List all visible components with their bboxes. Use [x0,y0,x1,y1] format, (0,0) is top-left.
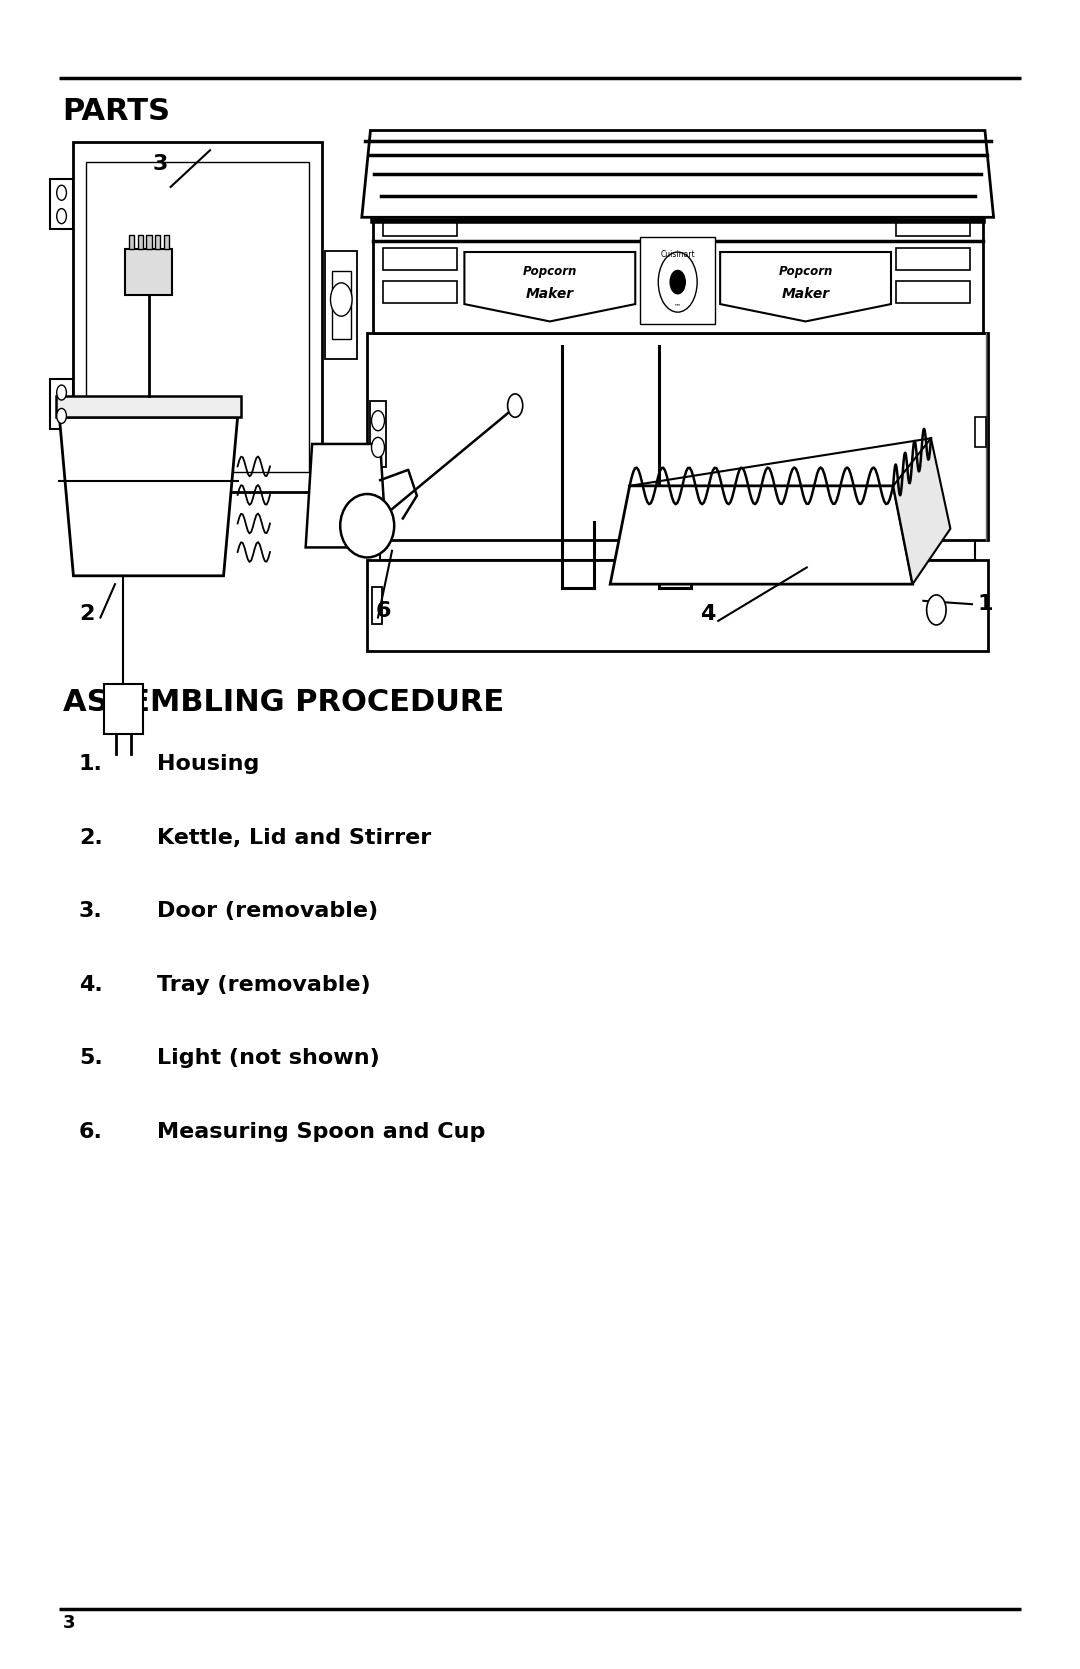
Bar [164,235,170,249]
Bar [147,235,151,249]
Bar [896,215,970,237]
Circle shape [508,394,523,417]
Bar [896,282,970,304]
Bar [138,235,144,249]
Text: Housing: Housing [157,754,259,774]
Text: Maker: Maker [782,287,829,300]
Bar [639,237,715,324]
Text: Kettle, Lid and Stirrer: Kettle, Lid and Stirrer [157,828,431,848]
Bar [383,182,457,204]
Bar [383,215,457,237]
Polygon shape [59,417,238,576]
Circle shape [670,270,685,294]
Bar [896,249,970,270]
Text: Popcorn: Popcorn [779,265,833,279]
Text: 3.: 3. [79,901,103,921]
Text: 2: 2 [79,604,94,624]
Circle shape [57,409,67,424]
Text: ASSEMBLING PROCEDURE: ASSEMBLING PROCEDURE [63,688,503,716]
Bar [896,182,970,204]
Text: Light (not shown): Light (not shown) [157,1048,379,1068]
Text: ™: ™ [674,304,681,309]
Bar [130,235,135,249]
Text: 1.: 1. [79,754,103,774]
Bar [367,559,988,651]
Bar [383,282,457,304]
Bar [50,379,73,429]
Text: Measuring Spoon and Cup: Measuring Spoon and Cup [157,1122,485,1142]
Text: Popcorn: Popcorn [523,265,577,279]
Polygon shape [306,444,387,547]
Polygon shape [362,130,994,217]
Text: Maker: Maker [526,287,573,300]
Bar [372,587,382,624]
Bar [380,539,975,559]
Text: Cuisinart: Cuisinart [660,250,696,259]
Bar [975,417,986,447]
Text: 1: 1 [977,594,993,614]
Text: 3: 3 [63,1614,76,1632]
Bar [367,334,988,539]
Bar [125,249,173,295]
Circle shape [372,437,384,457]
Circle shape [330,282,352,315]
Text: 6.: 6. [79,1122,103,1142]
Bar [325,250,357,359]
Circle shape [57,209,67,224]
Text: Door (removable): Door (removable) [157,901,378,921]
Polygon shape [720,252,891,322]
Polygon shape [610,486,913,584]
Circle shape [927,594,946,624]
Ellipse shape [340,494,394,557]
Bar [373,217,983,334]
Circle shape [57,386,67,401]
Bar [86,162,309,472]
Bar [73,142,322,492]
Text: PARTS: PARTS [63,97,171,125]
Bar [56,396,241,417]
Polygon shape [893,439,950,584]
Text: 2.: 2. [79,828,103,848]
Circle shape [372,411,384,431]
Bar [104,684,143,734]
Text: 4.: 4. [79,975,103,995]
Text: 4: 4 [700,604,715,624]
Bar [383,249,457,270]
Text: 3: 3 [152,154,167,174]
Bar [332,270,351,339]
Polygon shape [464,252,635,322]
Text: Tray (removable): Tray (removable) [157,975,370,995]
Circle shape [659,252,697,312]
Text: 5.: 5. [79,1048,103,1068]
Circle shape [57,185,67,200]
Text: 6: 6 [376,601,391,621]
Bar [370,401,386,467]
Bar [50,180,73,230]
Bar [156,235,161,249]
